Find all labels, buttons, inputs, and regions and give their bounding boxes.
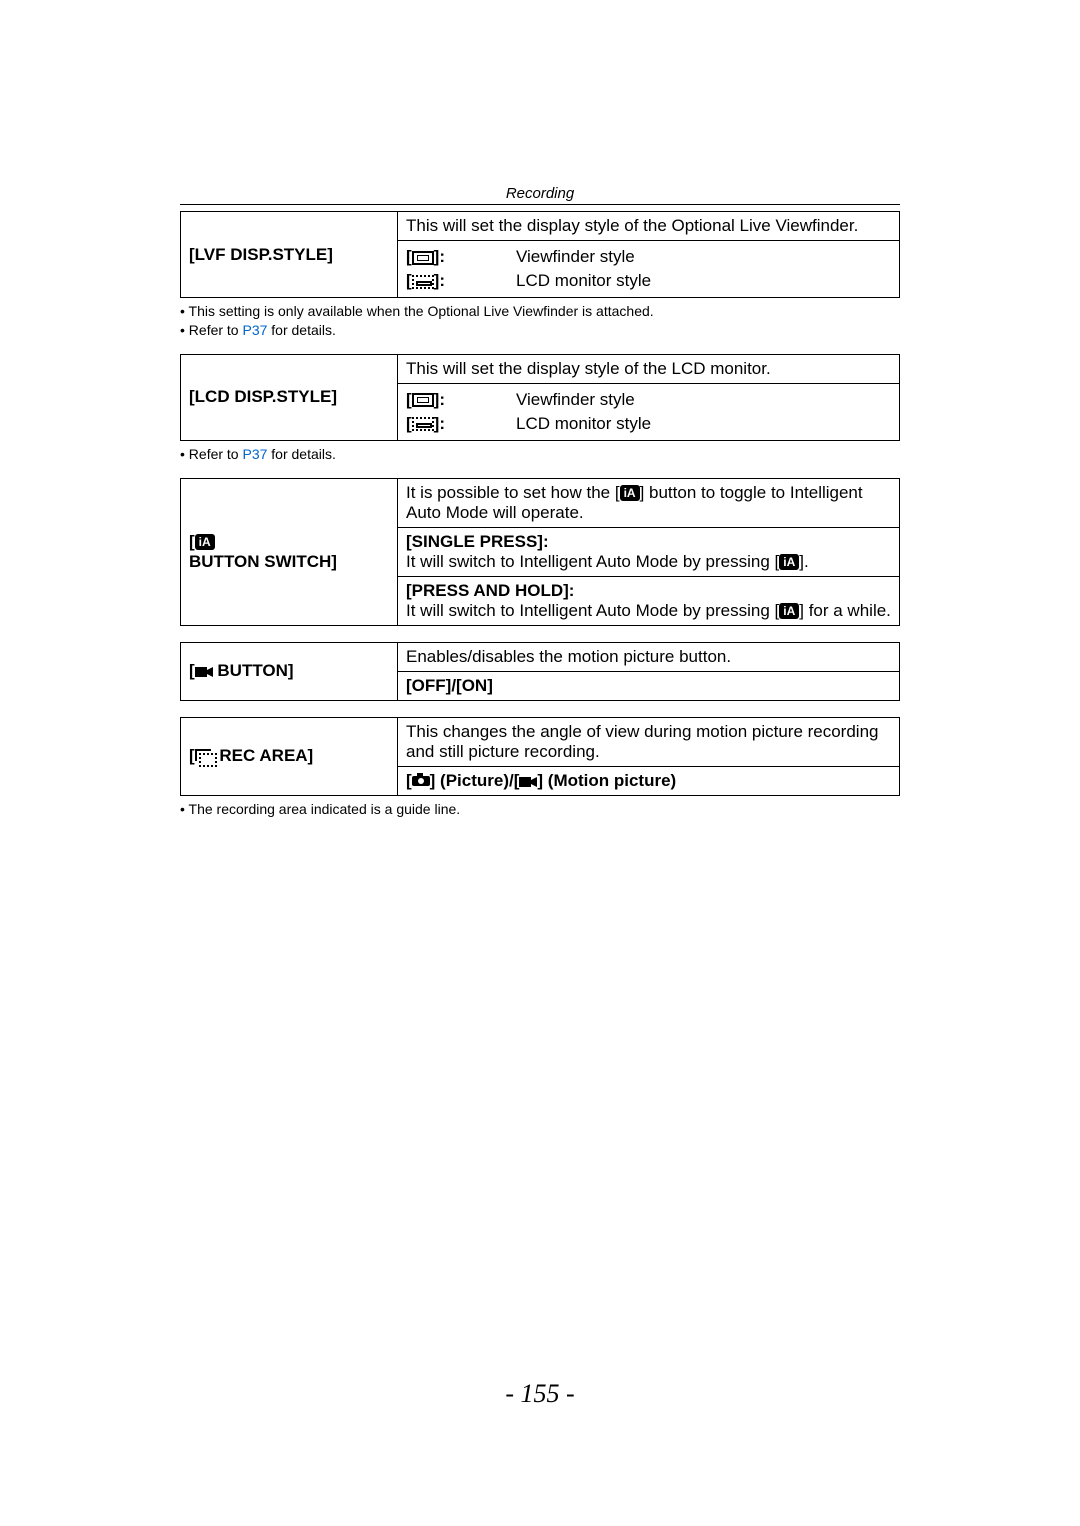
lvf-desc: This will set the display style of the O… — [398, 212, 900, 241]
lcd-options: []: Viewfinder style []: LCD monitor sty… — [398, 383, 900, 440]
lvf-table: [LVF DISP.STYLE] This will set the displ… — [180, 211, 900, 298]
ia-opt1: [SINGLE PRESS]: It will switch to Intell… — [398, 527, 900, 576]
lvf-note-1: • This setting is only available when th… — [180, 303, 654, 319]
ia-icon: iA — [779, 603, 799, 619]
lvf-note-2b: for details. — [267, 322, 335, 338]
ia-label: [iA BUTTON SWITCH] — [181, 478, 398, 625]
lcd-table: [LCD DISP.STYLE] This will set the displ… — [180, 354, 900, 441]
rec-area-label: [ REC AREA] — [181, 717, 398, 796]
ia-icon: iA — [195, 534, 215, 550]
movie-button-table: [ BUTTON] Enables/disables the motion pi… — [180, 642, 900, 701]
ia-opt2: [PRESS AND HOLD]: It will switch to Inte… — [398, 576, 900, 625]
lcd-opt1-text: Viewfinder style — [516, 390, 635, 410]
section-header: Recording — [180, 185, 900, 205]
lcd-icon — [412, 417, 434, 431]
lvf-opt1-text: Viewfinder style — [516, 247, 635, 267]
bracket-close: ]: — [434, 247, 445, 266]
rec-area-opts: [] (Picture)/[] (Motion picture) — [398, 766, 900, 796]
lvf-notes: • This setting is only available when th… — [180, 302, 900, 340]
page-link[interactable]: P37 — [242, 322, 267, 338]
ia-icon: iA — [779, 554, 799, 570]
bracket-close: ]: — [434, 271, 445, 290]
movie-label: [ BUTTON] — [181, 642, 398, 700]
page-link[interactable]: P37 — [242, 446, 267, 462]
movie-icon — [519, 771, 537, 791]
lcd-label: [LCD DISP.STYLE] — [181, 354, 398, 440]
camera-icon — [412, 771, 430, 791]
movie-icon — [195, 661, 213, 681]
lvf-options: []: Viewfinder style []: LCD monitor sty… — [398, 241, 900, 298]
page-number: - 155 - — [180, 1379, 900, 1409]
lcd-desc: This will set the display style of the L… — [398, 354, 900, 383]
ia-desc: It is possible to set how the [iA] butto… — [398, 478, 900, 527]
lcd-icon — [412, 275, 434, 289]
rec-area-table: [ REC AREA] This changes the angle of vi… — [180, 717, 900, 797]
lvf-opt2-text: LCD monitor style — [516, 271, 651, 291]
rec-area-desc: This changes the angle of view during mo… — [398, 717, 900, 766]
viewfinder-icon — [412, 251, 434, 265]
ia-table: [iA BUTTON SWITCH] It is possible to set… — [180, 478, 900, 626]
movie-desc: Enables/disables the motion picture butt… — [398, 642, 900, 671]
lcd-opt2-text: LCD monitor style — [516, 414, 651, 434]
rec-area-icon — [195, 749, 215, 765]
lvf-label: [LVF DISP.STYLE] — [181, 212, 398, 298]
viewfinder-icon — [412, 393, 434, 407]
movie-opts: [OFF]/[ON] — [398, 671, 900, 700]
rec-area-note: • The recording area indicated is a guid… — [180, 800, 900, 819]
lcd-notes: • Refer to P37 for details. — [180, 445, 900, 464]
ia-icon: iA — [620, 485, 640, 501]
lvf-note-2a: • Refer to — [180, 322, 242, 338]
